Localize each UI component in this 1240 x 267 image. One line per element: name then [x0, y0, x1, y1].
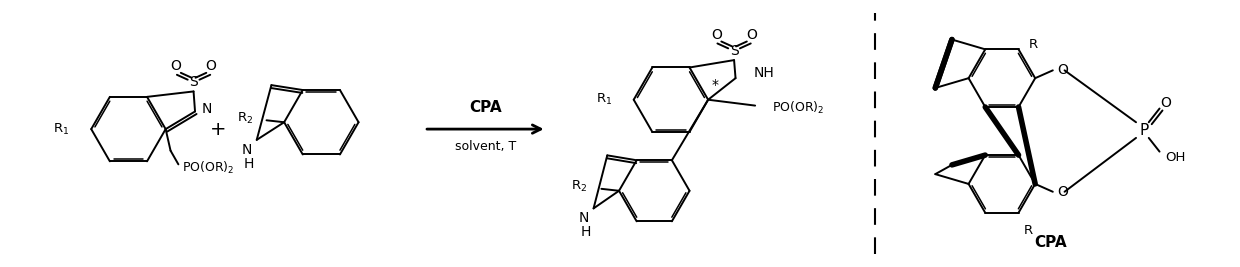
- Text: OH: OH: [1166, 151, 1185, 164]
- Text: O: O: [1159, 96, 1171, 110]
- Text: S: S: [729, 44, 739, 58]
- Text: O: O: [711, 28, 722, 42]
- Text: R: R: [1024, 224, 1033, 237]
- Text: O: O: [206, 59, 217, 73]
- Text: N: N: [242, 143, 252, 157]
- Text: H: H: [243, 156, 254, 171]
- Text: PO(OR)$_2$: PO(OR)$_2$: [182, 160, 234, 176]
- Text: H: H: [580, 225, 590, 239]
- Text: NH: NH: [753, 66, 774, 80]
- Text: R$_2$: R$_2$: [572, 179, 588, 194]
- Text: N: N: [578, 211, 589, 225]
- Text: R$_1$: R$_1$: [596, 92, 613, 107]
- Text: R$_2$: R$_2$: [237, 111, 253, 126]
- Text: P: P: [1140, 123, 1148, 138]
- Text: *: *: [711, 78, 718, 92]
- Text: N: N: [202, 101, 212, 116]
- Text: R: R: [1029, 38, 1038, 51]
- Text: O: O: [746, 28, 758, 42]
- Text: +: +: [211, 120, 227, 139]
- Text: R$_1$: R$_1$: [53, 121, 69, 137]
- Text: solvent, T: solvent, T: [455, 140, 516, 153]
- Text: O: O: [1058, 63, 1069, 77]
- Text: O: O: [1058, 185, 1069, 199]
- Text: S: S: [190, 76, 198, 89]
- Text: CPA: CPA: [1034, 235, 1068, 250]
- Text: CPA: CPA: [469, 100, 502, 115]
- Text: PO(OR)$_2$: PO(OR)$_2$: [771, 100, 825, 116]
- Text: O: O: [170, 59, 181, 73]
